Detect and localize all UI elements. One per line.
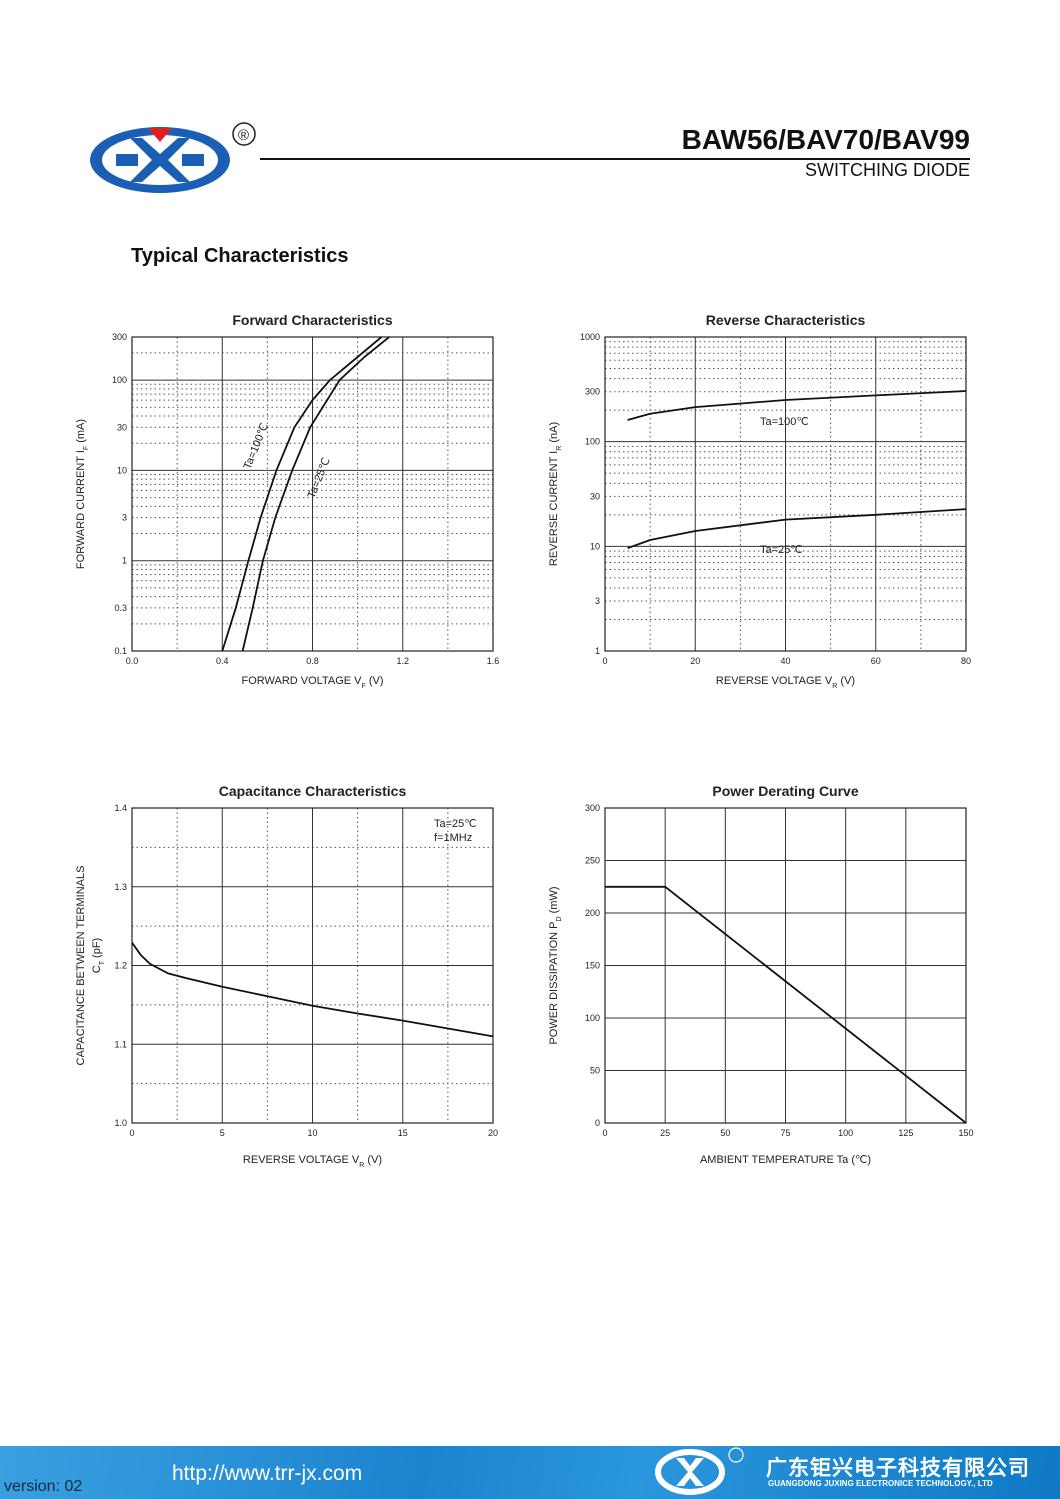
plot-frame [131,807,494,1124]
y-tick-label: 10 [590,541,600,551]
x-tick-label: 150 [958,1128,973,1138]
plot-frame [131,336,494,652]
y-tick-label: 1.3 [114,882,127,892]
y-tick-label: 10 [117,465,127,475]
y-tick-label: 50 [590,1066,600,1076]
x-axis-label: REVERSE VOLTAGE VR (V) [716,675,855,690]
part-number: BAW56/BAV70/BAV99 [681,124,970,155]
subtitle: SWITCHING DIODE [805,160,970,180]
chart-title: Power Derating Curve [712,783,858,799]
charts-area: 0.0 0.4 0.8 1.2 1.60.10.3131030100300Ta=100℃… [75,312,974,1169]
series-label: Ta=25℃ [306,456,333,500]
x-axis-label: REVERSE VOLTAGE VR (V) [243,1154,382,1169]
y-tick-label: 30 [590,491,600,501]
y-tick-label: 300 [585,387,600,397]
company-name-cn: 广东钜兴电子科技有限公司 [766,1457,1030,1480]
y-axis-label: REVERSE CURRENT IR (nA) [548,422,563,566]
x-tick-label: 0 [602,656,607,666]
y-tick-label: 1 [122,556,127,566]
x-tick-label: 100 [838,1128,853,1138]
footer-banner [0,1446,1060,1499]
x-tick-label: 1.2 [396,656,409,666]
series-label: Ta=100℃ [242,421,271,471]
y-tick-label: 150 [585,961,600,971]
series-line [627,390,967,421]
y-tick-label: 300 [585,803,600,813]
y-axis-label: POWER DISSIPATION PD (mW) [548,886,563,1044]
y-axis-label: CAPACITANCE BETWEEN TERMINALS [75,866,87,1066]
company-name-en: GUANGDONG JUXING ELECTRONICE TECHNOLOGY.… [768,1479,993,1488]
x-tick-label: 80 [961,656,971,666]
y-axis-label: FORWARD CURRENT IF (mA) [75,419,90,569]
y-tick-label: 300 [112,332,127,342]
series-label: Ta=25℃ [760,544,803,556]
y-tick-label: 0.1 [114,646,127,656]
y-tick-label: 1.1 [114,1039,127,1049]
y-tick-label: 100 [112,375,127,385]
y-tick-label: 3 [122,513,127,523]
series-line [605,885,967,1124]
y-tick-label: 1.4 [114,803,127,813]
chart-3: 0 5 10 15 20 1.0 1.1 1.2 1.3 1.4 Ta=25℃ f=1MHz Capac… [75,783,498,1169]
series-line [627,508,967,550]
chart-2: 0 20 40 60 80 1 3 10 30 100 300 1000 Ta=100℃ Ta=25℃ Re… [548,312,971,690]
x-tick-label: 0.4 [216,656,229,666]
series-line [241,336,390,652]
y-tick-label: 1 [595,646,600,656]
y-tick-label: 30 [117,422,127,432]
version-label: version: 02 [4,1478,83,1495]
company-logo: ® [90,122,256,193]
x-tick-label: 40 [780,656,790,666]
chart-title: Capacitance Characteristics [219,783,407,799]
website-link[interactable]: http://www.trr-jx.com [172,1462,363,1485]
plot-frame [604,807,967,1124]
x-tick-label: 50 [720,1128,730,1138]
x-tick-label: 25 [660,1128,670,1138]
y-axis-label-symbol: CT (pF) [91,938,106,973]
y-tick-label: 200 [585,908,600,918]
x-tick-label: 125 [898,1128,913,1138]
x-tick-label: 0 [602,1128,607,1138]
chart-title: Reverse Characteristics [706,312,866,328]
x-axis-label: AMBIENT TEMPERATURE Ta (℃) [700,1154,871,1166]
footer-logo [655,1447,744,1495]
y-tick-label: 100 [585,437,600,447]
x-tick-label: 0.8 [306,656,319,666]
y-tick-label: 1.0 [114,1118,127,1128]
series-line [221,336,383,652]
x-tick-label: 20 [488,1128,498,1138]
x-tick-label: 60 [871,656,881,666]
annotation: f=1MHz [434,832,472,844]
x-tick-label: 75 [780,1128,790,1138]
x-tick-label: 10 [307,1128,317,1138]
series-line [131,942,494,1038]
annotation: Ta=25℃ [434,818,477,830]
plot-frame [604,336,967,652]
y-tick-label: 250 [585,856,600,866]
x-axis-label: FORWARD VOLTAGE VF (V) [241,675,383,690]
registered-mark: ® [238,127,249,144]
y-tick-label: 0.3 [114,603,127,613]
y-tick-label: 1.2 [114,961,127,971]
x-tick-label: 0.0 [126,656,139,666]
y-tick-label: 100 [585,1013,600,1023]
x-tick-label: 1.6 [487,656,500,666]
x-tick-label: 20 [690,656,700,666]
x-tick-label: 5 [220,1128,225,1138]
section-title: Typical Characteristics [131,245,349,267]
y-tick-label: 3 [595,596,600,606]
y-tick-label: 0 [595,1118,600,1128]
chart-title: Forward Characteristics [232,312,392,328]
y-tick-label: 1000 [580,332,600,342]
x-tick-label: 15 [398,1128,408,1138]
x-tick-label: 0 [129,1128,134,1138]
chart-4: 0 25 50 75 100 125 150 0 50 100 150 200 250 300 Power … [548,783,974,1166]
header-divider [260,158,970,160]
chart-1: 0.0 0.4 0.8 1.2 1.6 0.1 0.3 1 3 10 30 100 300 Ta=100℃… [75,312,499,690]
series-label: Ta=100℃ [760,416,809,428]
